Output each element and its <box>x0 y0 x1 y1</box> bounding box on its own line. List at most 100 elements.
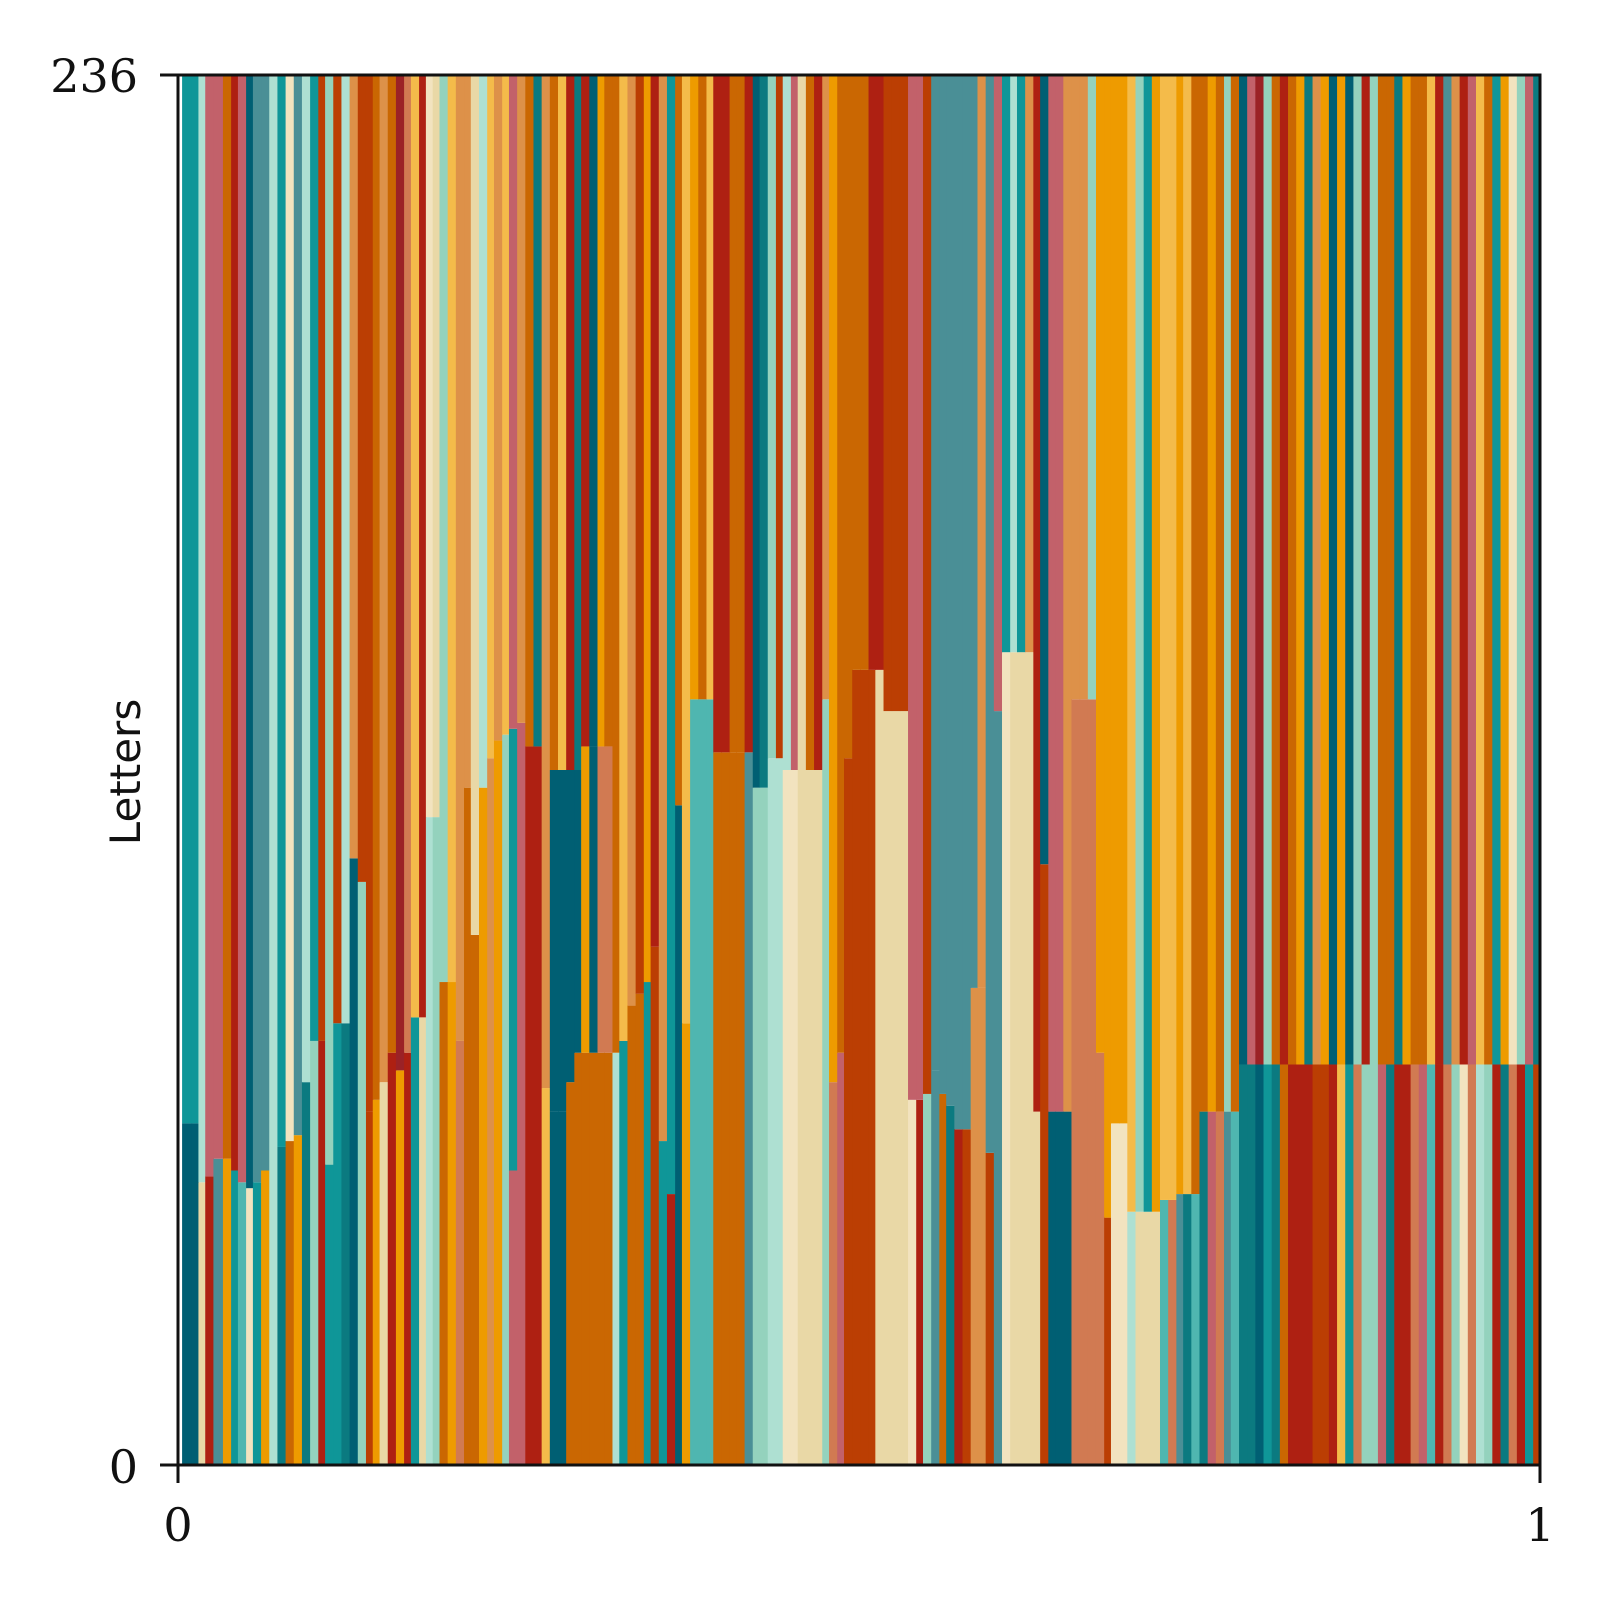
band-144-segment-0 <box>1312 1064 1322 1465</box>
band-1-segment-1 <box>191 75 200 1124</box>
band-44-segment-1 <box>525 75 535 747</box>
band-148-segment-1 <box>1345 75 1354 1065</box>
band-26-segment-1 <box>387 75 397 1053</box>
band-53-segment-1 <box>597 746 605 1053</box>
band-24-segment-1 <box>372 75 381 1100</box>
band-6-segment-0 <box>231 1170 239 1465</box>
band-132-segment-1 <box>1215 75 1225 1112</box>
band-46-segment-0 <box>541 1088 551 1465</box>
band-17-segment-1 <box>318 75 326 1041</box>
band-42-segment-1 <box>508 728 518 1171</box>
band-53-segment-2 <box>597 75 605 747</box>
band-78-segment-1 <box>790 75 799 770</box>
band-113-segment-0 <box>1063 1111 1073 1465</box>
band-60-segment-0 <box>650 946 660 1465</box>
band-126-segment-0 <box>1168 1199 1177 1465</box>
band-159-segment-0 <box>1435 1064 1444 1465</box>
band-137-segment-1 <box>1255 75 1265 1065</box>
band-149-segment-0 <box>1353 1064 1363 1465</box>
band-159-segment-1 <box>1435 75 1444 1065</box>
band-153-segment-1 <box>1386 75 1395 1065</box>
band-160-segment-1 <box>1443 75 1453 1065</box>
band-125-segment-1 <box>1160 75 1169 1200</box>
band-118-segment-0 <box>1104 1217 1112 1465</box>
band-23-segment-0 <box>365 1111 374 1465</box>
band-51-segment-0 <box>581 1052 590 1465</box>
band-157-segment-1 <box>1418 75 1428 1065</box>
band-56-segment-0 <box>619 1040 629 1465</box>
band-7-segment-1 <box>237 75 247 1183</box>
band-129-segment-1 <box>1191 75 1201 1195</box>
band-4-segment-1 <box>213 75 224 1159</box>
band-27-segment-1 <box>395 75 405 1071</box>
band-85-segment-1 <box>844 75 853 759</box>
band-117-segment-0 <box>1095 1052 1105 1465</box>
band-28-segment-0 <box>404 1052 412 1465</box>
band-85-segment-0 <box>844 758 853 1465</box>
band-141-segment-0 <box>1288 1064 1297 1465</box>
band-15-segment-1 <box>301 75 311 1083</box>
band-4-segment-0 <box>213 1158 224 1465</box>
band-70-segment-1 <box>729 75 738 753</box>
band-5-segment-0 <box>222 1158 232 1465</box>
band-123-segment-1 <box>1143 75 1153 1212</box>
band-154-segment-0 <box>1394 1064 1404 1465</box>
y-tick-label-bottom: 0 <box>109 1440 138 1494</box>
band-1-segment-0 <box>191 1123 200 1465</box>
band-52-segment-2 <box>589 75 599 747</box>
band-87-segment-1 <box>860 75 870 670</box>
band-128-segment-1 <box>1183 75 1192 1195</box>
band-77-segment-0 <box>782 770 792 1465</box>
band-44-segment-0 <box>525 746 535 1465</box>
band-88-segment-1 <box>868 75 876 670</box>
band-34-segment-0 <box>447 982 457 1465</box>
band-29-segment-1 <box>410 75 420 1018</box>
band-122-segment-1 <box>1135 75 1145 1212</box>
band-18-segment-1 <box>325 75 334 1165</box>
band-166-segment-1 <box>1492 75 1502 1065</box>
band-102-segment-0 <box>977 987 987 1465</box>
band-69-segment-1 <box>721 75 731 753</box>
band-66-segment-0 <box>698 699 708 1465</box>
band-143-segment-0 <box>1304 1064 1314 1465</box>
band-80-segment-1 <box>805 75 815 770</box>
band-121-segment-1 <box>1127 75 1137 1212</box>
band-59-segment-1 <box>643 75 652 983</box>
band-116-segment-0 <box>1087 699 1097 1465</box>
band-169-segment-1 <box>1516 75 1526 1065</box>
band-48-segment-1 <box>558 770 567 1112</box>
band-169-segment-0 <box>1516 1064 1526 1465</box>
band-58-segment-1 <box>635 75 645 994</box>
band-102-segment-1 <box>977 75 987 988</box>
band-3-segment-1 <box>205 75 215 1177</box>
band-124-segment-0 <box>1151 1211 1161 1465</box>
band-152-segment-1 <box>1377 75 1387 1065</box>
band-145-segment-0 <box>1320 1064 1330 1465</box>
band-136-segment-1 <box>1247 75 1256 1065</box>
band-69-segment-0 <box>721 752 731 1465</box>
band-131-segment-0 <box>1207 1111 1217 1465</box>
band-73-segment-1 <box>752 75 761 788</box>
band-74-segment-0 <box>759 787 769 1465</box>
band-34-segment-1 <box>447 75 457 983</box>
band-71-segment-1 <box>736 75 746 753</box>
band-101-segment-1 <box>970 75 979 988</box>
band-170-segment-1 <box>1525 75 1534 1065</box>
band-47-segment-1 <box>549 770 559 1112</box>
band-32-segment-1 <box>432 75 441 818</box>
band-125-segment-0 <box>1160 1199 1169 1465</box>
band-138-segment-1 <box>1263 75 1273 1065</box>
band-5-segment-1 <box>222 75 232 1159</box>
band-72-segment-1 <box>744 75 754 753</box>
band-114-segment-0 <box>1071 699 1081 1465</box>
band-79-segment-1 <box>797 75 807 770</box>
band-87-segment-0 <box>860 669 870 1465</box>
band-110-segment-1 <box>1040 75 1049 865</box>
band-78-segment-0 <box>790 770 799 1465</box>
band-65-segment-1 <box>690 75 699 700</box>
band-45-segment-1 <box>533 75 543 747</box>
band-94-segment-0 <box>916 1099 924 1465</box>
band-8-segment-1 <box>246 75 254 1189</box>
band-28-segment-1 <box>404 75 412 1053</box>
band-42-segment-0 <box>508 1170 518 1465</box>
